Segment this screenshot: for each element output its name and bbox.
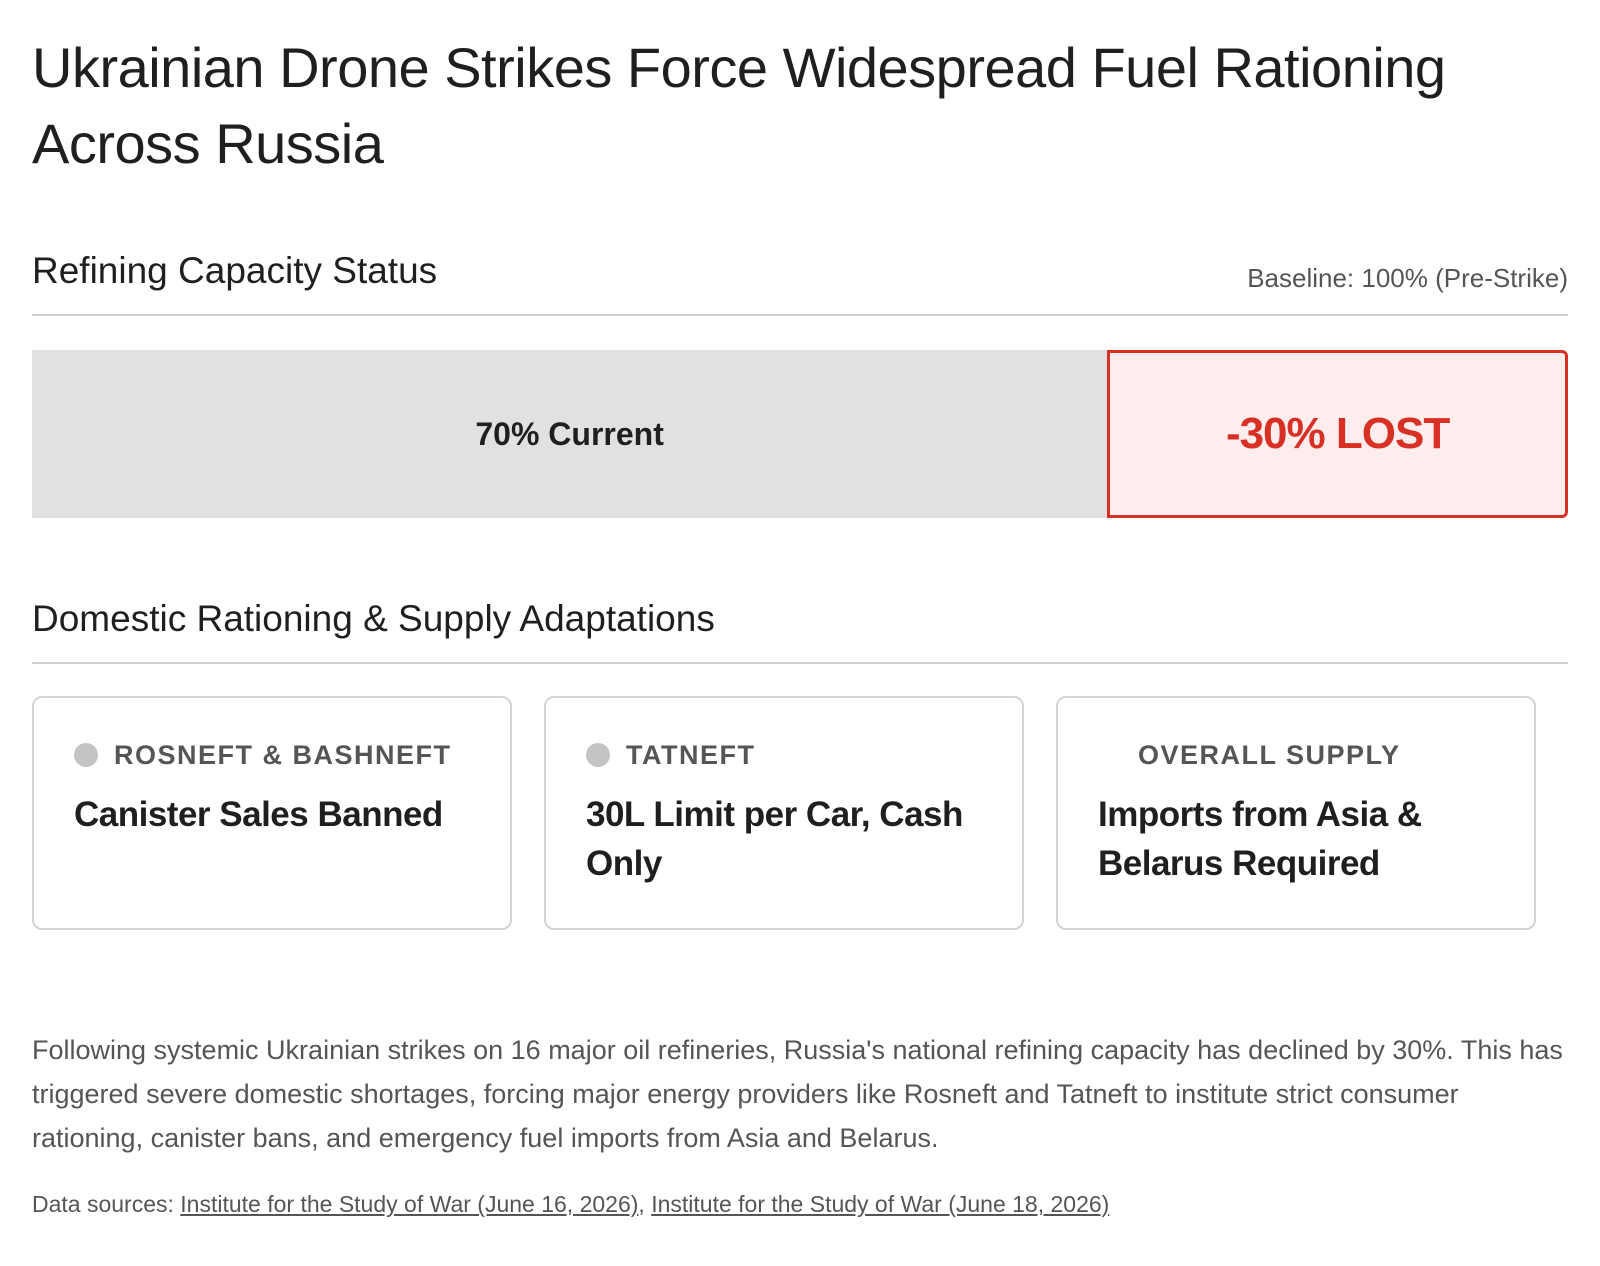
rationing-cards: ROSNEFT & BASHNEFT Canister Sales Banned… (32, 696, 1568, 930)
card-overall-supply: OVERALL SUPPLY Imports from Asia & Belar… (1056, 696, 1536, 930)
card-label: ROSNEFT & BASHNEFT (114, 739, 452, 770)
card-label: TATNEFT (626, 739, 756, 770)
rationing-section-header: Domestic Rationing & Supply Adaptations (32, 596, 1568, 664)
sources-separator: , (638, 1191, 652, 1217)
capacity-heading: Refining Capacity Status (32, 250, 438, 291)
card-value: Canister Sales Banned (74, 795, 443, 834)
sources-prefix: Data sources: (32, 1191, 181, 1217)
source-link-isw-june-18[interactable]: Institute for the Study of War (June 18,… (651, 1191, 1110, 1217)
capacity-lost-label: -30% LOST (1225, 409, 1450, 458)
capacity-current-segment: 70% Current (32, 350, 1108, 518)
page: Ukrainian Drone Strikes Force Widespread… (32, 0, 1568, 1220)
card-tatneft: TATNEFT 30L Limit per Car, Cash Only (544, 696, 1024, 930)
capacity-lost-segment: -30% LOST (1107, 350, 1568, 518)
capacity-section-header: Refining Capacity Status Baseline: 100% … (32, 248, 1568, 316)
status-dot-icon (586, 743, 610, 767)
card-label-row: OVERALL SUPPLY (1098, 738, 1496, 772)
card-value: Imports from Asia & Belarus Required (1098, 795, 1422, 883)
source-link-isw-june-16[interactable]: Institute for the Study of War (June 16,… (180, 1191, 639, 1217)
card-rosneft-bashneft: ROSNEFT & BASHNEFT Canister Sales Banned (32, 696, 512, 930)
card-value: 30L Limit per Car, Cash Only (586, 795, 963, 883)
page-title: Ukrainian Drone Strikes Force Widespread… (32, 36, 1446, 175)
rationing-heading: Domestic Rationing & Supply Adaptations (32, 598, 715, 639)
card-label-row: TATNEFT (586, 738, 984, 772)
capacity-bar: 70% Current -30% LOST (32, 350, 1568, 518)
card-label-row: ROSNEFT & BASHNEFT (74, 738, 472, 772)
summary-text: Following systemic Ukrainian strikes on … (32, 1035, 1563, 1153)
capacity-current-label: 70% Current (475, 415, 664, 452)
status-dot-icon (74, 743, 98, 767)
blank-dot-icon (1098, 743, 1122, 767)
data-sources: Data sources: Institute for the Study of… (32, 1188, 1568, 1220)
baseline-note: Baseline: 100% (Pre-Strike) (1247, 263, 1568, 293)
card-label: OVERALL SUPPLY (1138, 739, 1401, 770)
